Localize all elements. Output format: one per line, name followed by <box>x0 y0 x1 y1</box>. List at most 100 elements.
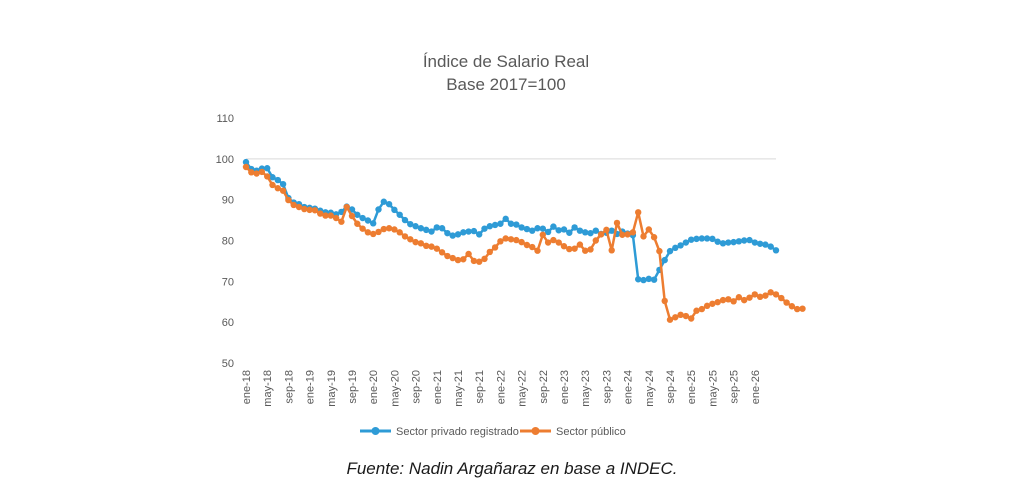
data-point <box>476 231 483 238</box>
data-point <box>576 227 584 234</box>
data-point <box>359 214 366 222</box>
data-point <box>348 212 356 220</box>
data-point <box>507 236 515 243</box>
data-point <box>460 256 467 263</box>
source-note: Fuente: Nadin Argañaraz en base a INDEC. <box>346 459 678 478</box>
data-point <box>582 229 589 236</box>
data-point <box>682 239 690 246</box>
data-point <box>566 245 573 253</box>
data-point <box>539 225 546 232</box>
data-point <box>491 221 499 229</box>
series-group <box>242 158 806 323</box>
data-point <box>391 206 398 214</box>
y-tick-label: 80 <box>222 236 234 248</box>
data-point <box>523 241 531 249</box>
data-point <box>587 229 594 237</box>
data-point <box>449 232 456 239</box>
legend-marker-privado <box>371 427 380 435</box>
data-point <box>746 236 753 244</box>
data-point <box>571 245 578 252</box>
data-point <box>741 237 748 244</box>
data-point <box>645 226 652 233</box>
data-point <box>608 227 615 234</box>
data-point <box>698 305 705 313</box>
data-point <box>476 258 483 265</box>
y-tick-label: 50 <box>222 358 234 370</box>
data-point <box>767 289 774 296</box>
data-point <box>672 244 679 252</box>
chart-card: Índice de Salario Real Base 2017=100 50 6… <box>200 40 812 450</box>
data-point <box>449 254 456 262</box>
data-point <box>364 229 372 236</box>
data-point <box>677 242 684 249</box>
data-point <box>481 225 488 232</box>
data-point <box>338 218 345 225</box>
data-point <box>433 245 440 252</box>
data-point <box>401 233 409 240</box>
data-point <box>518 238 525 246</box>
data-point <box>703 235 711 242</box>
data-point <box>576 241 584 248</box>
data-point <box>401 216 409 224</box>
data-point <box>709 235 716 243</box>
x-tick-label: sep-25 <box>729 370 741 404</box>
data-point <box>703 302 711 310</box>
data-point <box>592 227 599 234</box>
x-tick-label: ene-25 <box>686 370 698 404</box>
data-point <box>751 291 758 298</box>
data-point <box>725 239 732 246</box>
chart-subtitle: Base 2017=100 <box>446 75 566 94</box>
data-point <box>635 276 642 283</box>
data-point <box>730 298 737 305</box>
y-tick-label: 60 <box>222 317 234 329</box>
data-point <box>635 209 642 216</box>
data-point <box>756 240 764 247</box>
data-point <box>279 180 287 188</box>
data-point <box>603 226 610 234</box>
x-tick-label: sep-20 <box>411 370 423 404</box>
data-point <box>486 223 493 230</box>
y-axis-ticks: 50 60 70 80 90 100 110 <box>216 113 234 370</box>
data-point <box>730 238 737 246</box>
data-point <box>491 244 499 251</box>
data-point <box>248 169 255 176</box>
data-point <box>751 239 758 246</box>
data-point <box>444 252 451 260</box>
data-point <box>354 211 361 218</box>
y-tick-label: 100 <box>216 154 234 166</box>
x-tick-label: ene-18 <box>241 370 253 404</box>
data-point <box>428 243 435 250</box>
data-point <box>672 314 679 321</box>
data-point <box>788 303 796 310</box>
data-point <box>412 223 419 230</box>
x-tick-label: may-22 <box>517 370 529 407</box>
series-0 <box>242 158 780 284</box>
data-point <box>534 225 541 232</box>
chart-svg: Índice de Salario Real Base 2017=100 50 6… <box>216 52 806 438</box>
x-tick-label: sep-21 <box>474 370 486 404</box>
data-point <box>698 235 705 242</box>
data-point <box>735 294 743 301</box>
x-tick-label: sep-22 <box>538 370 550 404</box>
data-point <box>693 307 700 314</box>
data-point <box>354 220 361 227</box>
data-point <box>423 242 430 250</box>
x-tick-label: ene-23 <box>559 370 571 404</box>
data-point <box>258 168 266 176</box>
data-point <box>650 234 658 241</box>
data-point <box>619 231 626 238</box>
data-point <box>709 300 716 307</box>
data-point <box>650 276 658 283</box>
data-point <box>719 296 727 304</box>
data-point <box>481 255 488 263</box>
data-point <box>433 224 440 231</box>
data-point <box>794 305 801 313</box>
data-point <box>264 173 271 180</box>
data-point <box>454 231 462 238</box>
data-point <box>274 176 281 184</box>
series-1 <box>242 163 806 323</box>
data-point <box>608 247 615 254</box>
data-point <box>666 316 674 323</box>
data-point <box>661 297 668 305</box>
data-point <box>380 225 387 233</box>
